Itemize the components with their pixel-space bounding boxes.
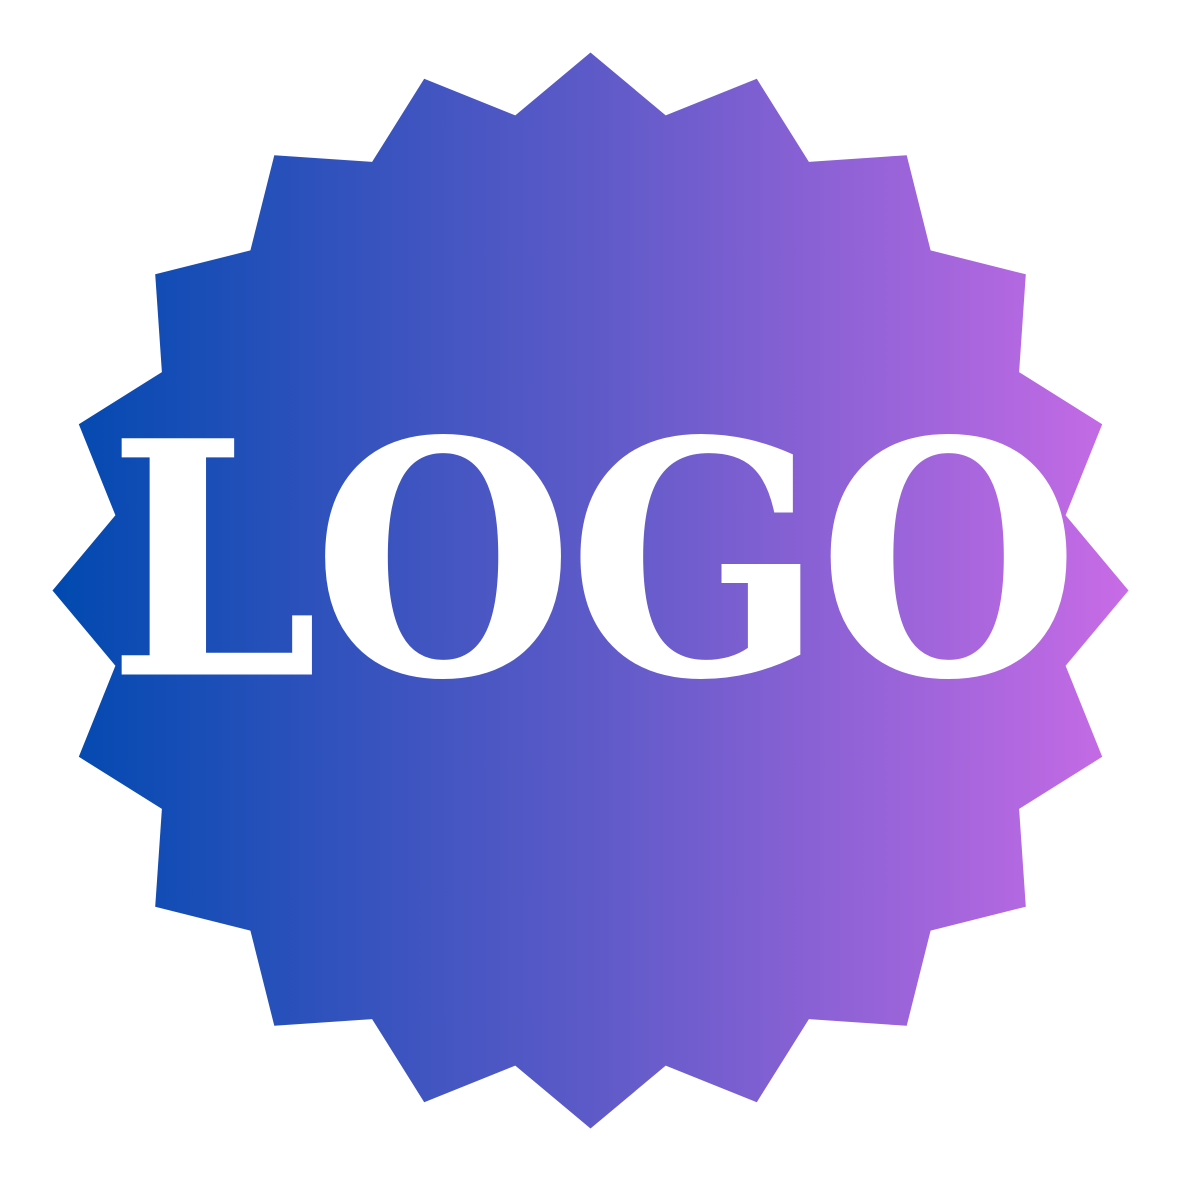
starburst-shape [52, 52, 1129, 1129]
